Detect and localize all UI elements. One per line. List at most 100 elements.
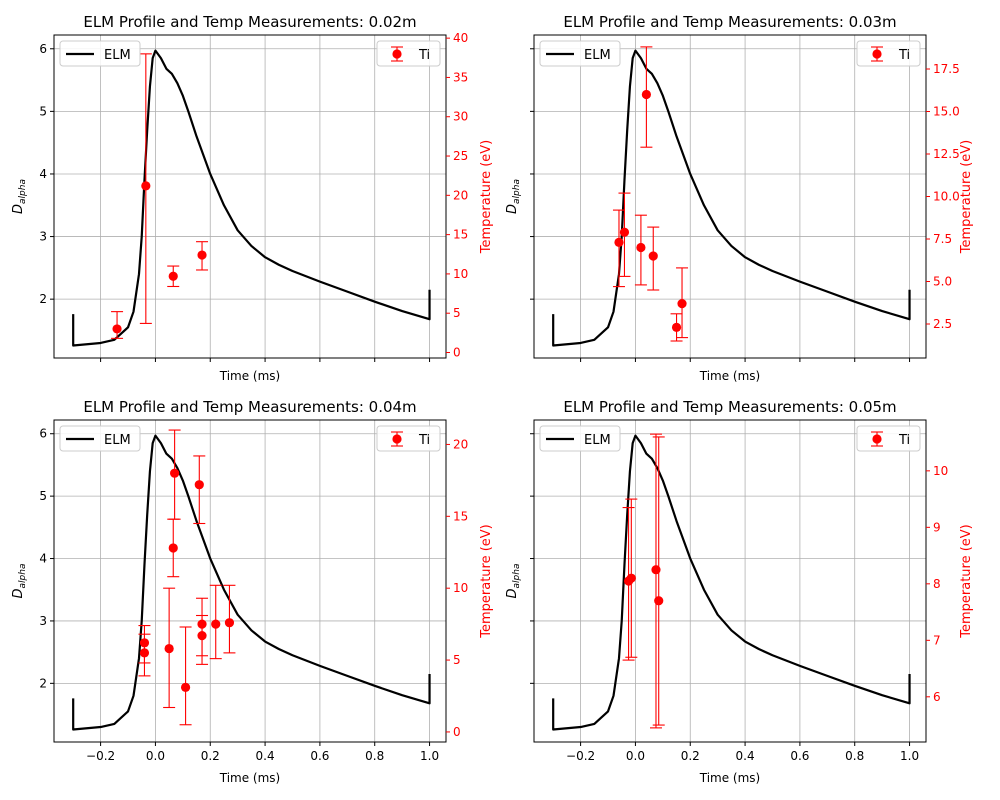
y2-tick-label: 2.5 xyxy=(933,317,952,331)
ti-point xyxy=(614,237,624,247)
y2-axis-label: Temperature (eV) xyxy=(959,524,974,639)
elm-line xyxy=(552,434,911,731)
y2-tick-label: 15 xyxy=(453,228,468,242)
ti-point xyxy=(648,251,658,261)
y2-tick-label: 10.0 xyxy=(933,190,960,204)
legend-elm: ELM xyxy=(59,425,141,452)
y2-tick-label: 7.5 xyxy=(933,232,952,246)
ti-point xyxy=(677,299,687,309)
x-tick-label: −0.2 xyxy=(566,749,595,763)
y2-tick-label: 5.0 xyxy=(933,275,952,289)
ti-point xyxy=(211,619,221,629)
ti-point xyxy=(170,468,180,478)
ti-point xyxy=(180,682,191,692)
y2-tick-label: 8 xyxy=(933,577,941,591)
y-tick-label: 6 xyxy=(39,42,47,56)
y-axis-label-main: D xyxy=(505,204,520,214)
ti-point xyxy=(139,648,150,658)
legend-ti-marker xyxy=(392,49,402,59)
y-tick-label: 2 xyxy=(39,676,47,690)
ti-point xyxy=(224,618,235,628)
ti-point xyxy=(141,181,151,191)
legend-elm: ELM xyxy=(539,425,621,452)
ti-point xyxy=(619,227,630,237)
y2-tick-label: 12.5 xyxy=(933,147,960,161)
ti-point xyxy=(194,480,204,490)
y2-tick-label: 10 xyxy=(933,464,948,478)
y-tick-label: 5 xyxy=(39,489,47,503)
elm-line xyxy=(552,49,911,347)
y-axis-label-sub: alpha xyxy=(18,564,28,589)
ti-point xyxy=(168,271,178,281)
y-axis-label-sub: alpha xyxy=(512,564,522,589)
y-tick-label: 5 xyxy=(39,104,47,118)
x-axis-label: Time (ms) xyxy=(219,369,281,383)
x-tick-label: 0.4 xyxy=(256,749,275,763)
ti-point xyxy=(654,596,664,606)
ti-point xyxy=(112,324,122,334)
subplot-4: −0.2 0.0 0.2 0.4 0.6 0.8 1.0 6 7 8 9 10 ELM Profile … xyxy=(505,398,974,785)
x-tick-label: 0.2 xyxy=(201,749,220,763)
legend-ti-box xyxy=(856,40,921,67)
chart-title: ELM Profile and Temp Measurements: 0.05m xyxy=(563,398,896,416)
legend-ti-marker xyxy=(872,434,882,444)
y2-tick-label: 20 xyxy=(453,437,468,451)
y-tick-label: 4 xyxy=(39,167,47,181)
ti-point xyxy=(641,89,651,100)
legend-elm: ELM xyxy=(539,40,621,67)
x-tick-label: 1.0 xyxy=(900,749,919,763)
y-tick-label: 4 xyxy=(39,552,47,566)
subplot-3: −0.2 0.0 0.2 0.4 0.6 0.8 1.0 2 3 4 5 6 0 5 10 15 20 ELM P… xyxy=(11,398,494,785)
y2-tick-label: 15.0 xyxy=(933,105,960,119)
elm-line xyxy=(72,434,431,731)
y2-tick-label: 17.5 xyxy=(933,62,960,76)
y2-tick-label: 0 xyxy=(453,725,461,739)
legend-elm-label: ELM xyxy=(104,433,131,448)
y-tick-label: 6 xyxy=(39,427,47,441)
y2-axis-label: Temperature (eV) xyxy=(479,524,494,639)
y2-tick-label: 10 xyxy=(453,581,468,595)
legend-ti-marker xyxy=(392,434,402,444)
y2-tick-label: 15 xyxy=(453,509,468,523)
legend-elm-box xyxy=(539,425,621,452)
x-tick-label: 0.8 xyxy=(365,749,384,763)
y-tick-label: 2 xyxy=(39,292,47,306)
y2-tick-label: 40 xyxy=(453,31,468,45)
x-tick-label: 0.0 xyxy=(146,749,165,763)
y2-tick-label: 9 xyxy=(933,520,941,534)
ti-point xyxy=(168,543,178,553)
y-axis-label: Dalpha xyxy=(505,564,522,599)
y-axis-label-main: D xyxy=(11,204,26,214)
y2-tick-label: 25 xyxy=(453,149,468,163)
legend-ti-box xyxy=(376,40,441,67)
y2-axis-label: Temperature (eV) xyxy=(959,140,974,255)
legend-ti: Ti xyxy=(856,425,921,452)
y2-tick-label: 7 xyxy=(933,633,941,647)
ti-point xyxy=(626,573,636,583)
chart-title: ELM Profile and Temp Measurements: 0.02m xyxy=(83,13,416,31)
y-axis-label: Dalpha xyxy=(11,179,28,214)
x-tick-label: 0.6 xyxy=(790,749,809,763)
x-tick-label: −0.2 xyxy=(86,749,115,763)
chart-title: ELM Profile and Temp Measurements: 0.04m xyxy=(83,398,416,416)
x-tick-label: 0.8 xyxy=(845,749,864,763)
legend-ti-box xyxy=(856,425,921,452)
ti-point xyxy=(197,619,207,629)
y2-tick-label: 35 xyxy=(453,70,468,84)
y-axis-label: Dalpha xyxy=(11,564,28,599)
ti-point xyxy=(671,322,682,332)
y-axis-label-main: D xyxy=(11,588,26,598)
legend-ti: Ti xyxy=(376,40,441,67)
legend-elm-label: ELM xyxy=(104,48,131,63)
x-tick-label: 0.2 xyxy=(681,749,700,763)
y2-tick-label: 30 xyxy=(453,110,468,124)
ti-point xyxy=(197,250,207,260)
y2-tick-label: 20 xyxy=(453,188,468,202)
y2-tick-label: 6 xyxy=(933,690,941,704)
legend-elm-box xyxy=(59,425,141,452)
y-axis-label-sub: alpha xyxy=(512,179,522,204)
x-tick-label: 0.4 xyxy=(736,749,755,763)
ti-point xyxy=(164,643,174,654)
